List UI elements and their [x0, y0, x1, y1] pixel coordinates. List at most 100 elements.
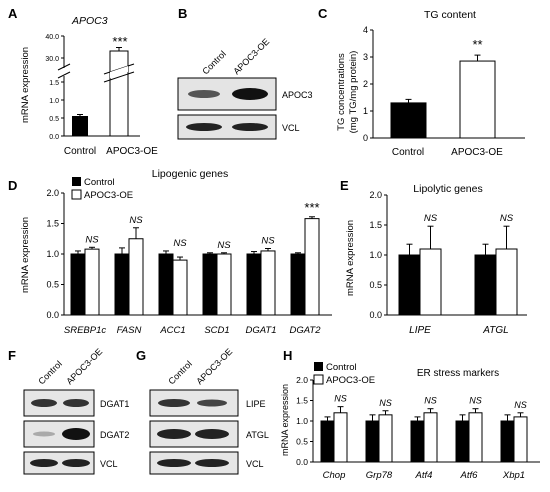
blot-b-apoc3-band-control [188, 90, 220, 98]
panel-e-ytick-tick-label: 1.5 [369, 220, 382, 230]
panel-a-xtick-control: Control [64, 146, 96, 157]
panel-h-ytick-tick-label: 1.5 [296, 396, 308, 406]
panel-h-legend-oe: APOC3-OE [326, 375, 375, 386]
panel-c-ytick-tick-label: 2 [363, 79, 368, 89]
panel-h-ytick-tick-label: 2.0 [296, 375, 308, 385]
panel-c: TG content TG concentrations (mg TG/mg p… [336, 9, 525, 158]
panel-e-ytick-tick-label: 0.0 [369, 310, 382, 320]
panel-h-significance: NS [379, 398, 392, 408]
panel-h-bar-control [320, 420, 335, 463]
panel-e-ylabel: mRNA expression [345, 220, 356, 296]
panel-h-ylabel: mRNA expression [280, 384, 290, 456]
panel-d-bar-oe [128, 238, 144, 316]
panel-a-bar-break-2 [103, 71, 135, 83]
panel-e-gene-label: ATGL [482, 325, 508, 336]
blot-f-dgat2-label: DGAT2 [100, 430, 129, 440]
panel-d-significance: NS [261, 236, 275, 247]
panel-a-break-mark-2 [57, 71, 71, 79]
panel-a-ytick-0-5: 0.5 [49, 116, 59, 123]
blot-g-vcl-label: VCL [246, 459, 264, 469]
panel-g: Control APOC3-OE LIPE ATGL VCL [149, 346, 269, 475]
panel-d-ytick-tick-label: 2.0 [46, 188, 59, 198]
panel-h-bar-oe [423, 412, 438, 463]
blot-f-dgat2-band-control [33, 431, 55, 437]
panel-h-gene-label: Atf4 [415, 470, 433, 481]
panel-h-bar-oe [468, 412, 483, 463]
panel-h-bar-control [365, 420, 380, 463]
panel-h-bar-control [500, 420, 515, 463]
blot-g-vcl-band-control [157, 459, 191, 467]
panel-h-legend-control: Control [326, 362, 357, 373]
panel-letter-g: G [136, 348, 146, 363]
blot-b-apoc3-band-oe [232, 88, 268, 100]
panel-d-gene-label: SCD1 [204, 325, 229, 336]
blot-b-vcl-band-oe [232, 123, 268, 131]
panel-a-ylabel: mRNA expression [20, 47, 31, 123]
blot-f-vcl-band-oe [62, 459, 90, 467]
panel-d-legend-control: Control [84, 177, 115, 188]
blot-f-dgat2-band-oe [62, 428, 90, 440]
panel-c-ytick-tick-label: 1 [363, 106, 368, 116]
panel-d-legend-control-swatch [72, 177, 81, 186]
panel-d-bar-control [158, 253, 174, 316]
blot-f-vcl-label: VCL [100, 459, 118, 469]
panel-letter-c: C [318, 6, 328, 21]
blot-f-vcl [23, 451, 95, 475]
panel-c-xtick-control: Control [392, 147, 424, 158]
panel-d-bar-oe [260, 250, 276, 316]
panel-f: Control APOC3-OE DGAT1 DGAT2 VCL [23, 346, 129, 475]
panel-letter-h: H [283, 348, 292, 363]
panel-b-lane-control: Control [200, 49, 228, 77]
panel-a-ytick-40: 40.0 [45, 34, 59, 41]
panel-d-gene-label: FASN [117, 325, 142, 336]
panel-g-lane-control: Control [166, 359, 194, 387]
panel-f-lane-control: Control [36, 359, 64, 387]
panel-c-bar-control [390, 102, 427, 139]
blot-b-vcl-label: VCL [282, 123, 300, 133]
panel-h-bar-oe [378, 414, 393, 463]
blot-b-apoc3-label: APOC3 [282, 90, 313, 100]
panel-g-lane-oe: APOC3-OE [194, 346, 234, 386]
panel-c-xtick-oe: APOC3-OE [451, 147, 503, 158]
panel-e-bar-oe [419, 248, 442, 316]
blot-f-dgat1-label: DGAT1 [100, 399, 129, 409]
panel-a-xtick-oe: APOC3-OE [106, 146, 158, 157]
panel-h: ER stress markers Control APOC3-OE mRNA … [280, 362, 540, 481]
panel-h-bar-oe [333, 412, 348, 463]
panel-d-bar-control [246, 253, 262, 316]
blot-g-vcl-band-oe [195, 459, 229, 467]
panel-c-title: TG content [424, 9, 476, 21]
panel-e-significance: NS [500, 213, 514, 224]
panel-d-gene-label: SREBP1c [64, 325, 106, 336]
panel-d-significance: *** [304, 200, 319, 215]
panel-letter-a: A [8, 6, 18, 21]
blot-g-atgl-label: ATGL [246, 430, 269, 440]
panel-h-legend-oe-swatch [313, 374, 324, 385]
panel-e-bar-control [398, 254, 421, 316]
panel-a-title: APOC3 [71, 15, 108, 27]
blot-g-lipe-label: LIPE [246, 399, 266, 409]
panel-letter-e: E [340, 178, 349, 193]
panel-d-significance: NS [217, 240, 231, 251]
panel-b-lane-oe: APOC3-OE [231, 36, 271, 76]
blot-g-atgl-band-oe [195, 429, 229, 439]
panel-h-ytick-tick-label: 0.5 [296, 437, 308, 447]
panel-d-significance: NS [129, 215, 143, 226]
panel-h-gene-label: Chop [323, 470, 346, 481]
panel-d-ytick-tick-label: 0.0 [46, 310, 59, 320]
blot-f-dgat1-band-control [31, 399, 57, 407]
panel-d-ytick-tick-label: 1.0 [46, 249, 59, 259]
panel-c-significance: ** [472, 37, 482, 52]
panel-b: Control APOC3-OE APOC3 VCL [177, 36, 313, 140]
panel-d-bar-oe [304, 218, 320, 316]
blot-g-lipe-band-control [158, 399, 190, 407]
panel-e-title: Lipolytic genes [413, 183, 482, 195]
panel-e-ytick-tick-label: 0.5 [369, 280, 382, 290]
panel-f-lane-oe: APOC3-OE [64, 346, 104, 386]
panel-e-bar-control [474, 254, 497, 316]
panel-a-significance: *** [112, 34, 127, 49]
panel-a-bar-control [72, 116, 88, 136]
panel-h-ytick-tick-label: 1.0 [296, 416, 308, 426]
panel-letter-b: B [178, 6, 187, 21]
